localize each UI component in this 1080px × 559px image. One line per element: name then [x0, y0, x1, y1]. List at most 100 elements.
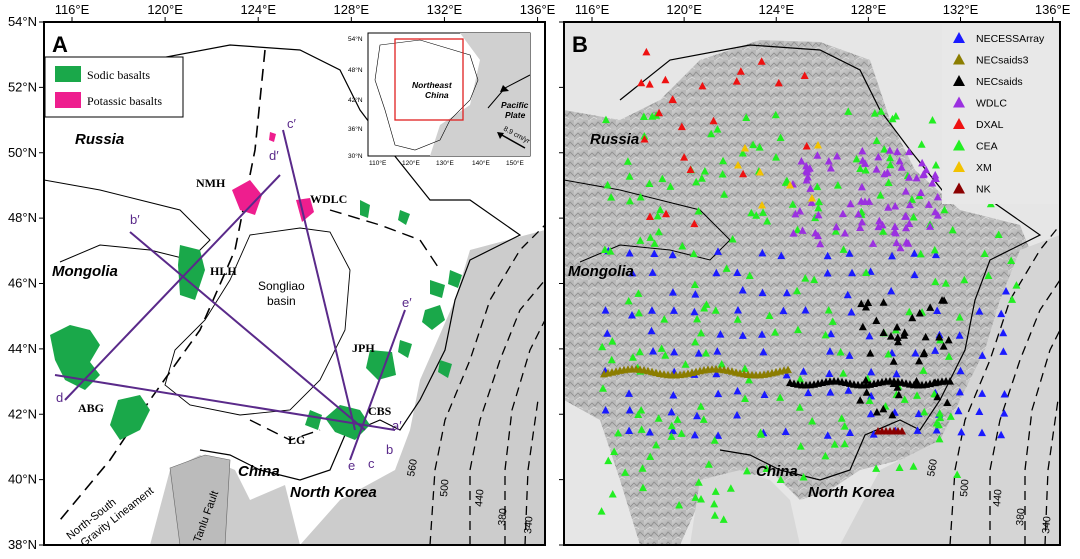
station-necessarray [759, 347, 768, 356]
station-wdlc [860, 197, 869, 206]
label-jph: JPH [352, 341, 375, 355]
legend-b-triangle-wdlc [953, 96, 965, 108]
station-cea [603, 180, 612, 189]
station-wdlc [905, 219, 914, 228]
legend-b: NECESSArray NECsaids3 NECsaids WDLC DXAL CEA X… [942, 24, 1058, 204]
station-cea [660, 315, 669, 323]
station-necessarray [999, 347, 1008, 355]
station-necessarray [668, 288, 677, 296]
province-boundary-dashed [329, 209, 441, 271]
station-cea [880, 145, 889, 153]
inset-motion-arrow [499, 133, 526, 149]
bohai-sea-b [690, 470, 800, 545]
station-cea [935, 434, 944, 443]
inset-trench-teeth [500, 85, 509, 92]
inset-lat-36: 36°N [348, 125, 363, 133]
station-cea [717, 359, 726, 368]
station-necsaids [894, 390, 903, 399]
slab-contour-560 [429, 224, 545, 545]
station-wdlc [816, 239, 825, 248]
station-necessarray [712, 369, 721, 378]
station-necsaids [862, 388, 871, 396]
station-necsaids [943, 398, 952, 407]
legend-b-triangle-xm [953, 161, 965, 172]
tanlu-fault-zone [169, 454, 231, 545]
station-necessarray [1000, 409, 1009, 417]
inset-map: Northeast China Pacific Plate 8.9 cm/yr … [348, 32, 531, 167]
station-necessarray [932, 426, 941, 434]
station-cea [713, 125, 722, 133]
station-cea [765, 311, 774, 320]
station-necessarray [601, 406, 610, 414]
station-necessarray [668, 426, 677, 435]
station-dxal [698, 81, 707, 90]
legend-b-triangle-cea [953, 139, 965, 151]
station-wdlc [926, 222, 935, 230]
station-necsaids [861, 376, 870, 384]
station-cea [909, 462, 918, 470]
station-necessarray [757, 330, 766, 338]
station-necessarray [693, 411, 702, 420]
station-cea [801, 274, 810, 282]
label-songliao: Songliao [258, 279, 305, 293]
station-necessarray [733, 411, 742, 419]
station-cea [984, 271, 993, 279]
label-russia-b: Russia [590, 131, 639, 148]
label-nmh: NMH [196, 176, 226, 190]
station-cea [667, 421, 676, 430]
station-wdlc [813, 231, 822, 240]
songliao-basin-outline [164, 227, 351, 416]
station-cea [759, 208, 768, 216]
station-necessarray [777, 251, 786, 260]
station-necessarray [713, 347, 722, 355]
station-cea [840, 422, 849, 430]
station-cea [646, 233, 655, 241]
station-cea [710, 499, 719, 508]
station-cea [653, 211, 662, 220]
lon-tick-label: 120°E [666, 2, 702, 17]
station-cea [628, 353, 637, 361]
station-wdlc [802, 176, 811, 184]
station-dxal [736, 67, 745, 75]
contour-labels-b: 560 500 440 380 340 [925, 458, 1053, 534]
station-cea [740, 364, 749, 372]
station-cea [691, 337, 700, 346]
station-necessarray [714, 431, 723, 439]
station-cea [872, 464, 881, 472]
station-xm [786, 181, 794, 189]
legend-sodic-swatch [55, 66, 81, 82]
station-cea [719, 515, 728, 523]
station-wdlc [872, 165, 881, 173]
station-cea [745, 271, 754, 280]
station-cea [621, 468, 630, 476]
station-cea [728, 235, 737, 243]
inset-study-area-box [394, 38, 464, 121]
station-wdlc [933, 192, 942, 201]
slab-contour-380-b [1044, 399, 1059, 545]
station-cea [747, 208, 756, 217]
station-necsaids [946, 377, 954, 385]
legend-sodic-label: Sodic basalts [87, 68, 150, 82]
station-dxal [640, 134, 649, 143]
lon-tick-label: 132°E [943, 2, 979, 17]
station-necessarray [933, 306, 942, 314]
station-cea [694, 206, 703, 215]
station-cea [909, 213, 918, 221]
station-necsaids [889, 379, 898, 388]
station-wdlc [832, 222, 841, 231]
station-wdlc [892, 238, 901, 247]
station-wdlc [838, 209, 847, 218]
station-cea [960, 275, 969, 284]
lon-tick-label: 136°E [1035, 2, 1071, 17]
inset-lon-140: 140°E [472, 159, 490, 167]
station-necessarray [690, 430, 699, 439]
station-necessarray [758, 288, 767, 297]
station-necessarray [910, 249, 919, 257]
station-cea [691, 493, 700, 501]
station-cea [600, 245, 609, 253]
station-necessarray [781, 427, 790, 436]
station-cea [941, 279, 950, 287]
station-cea [607, 355, 616, 364]
label-d-prime: d′ [269, 148, 279, 163]
label-china-a: China [238, 463, 280, 480]
